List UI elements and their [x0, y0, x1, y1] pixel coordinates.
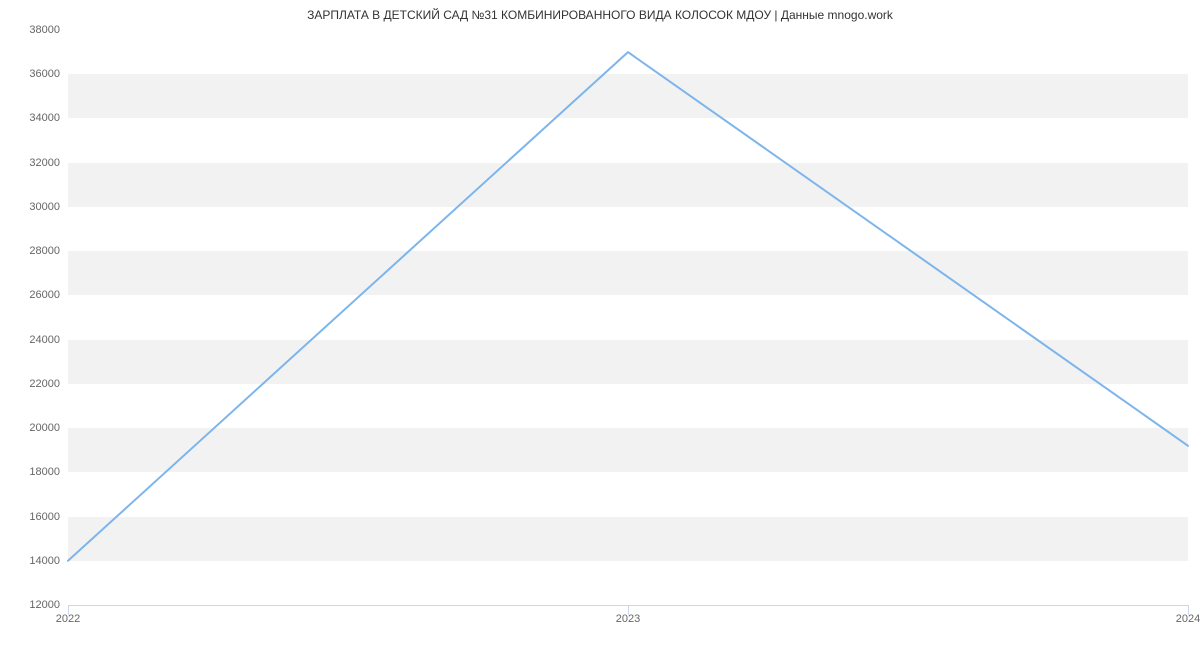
x-tick-label: 2023	[616, 613, 640, 625]
series-line	[68, 52, 1188, 561]
y-tick-label: 20000	[29, 422, 60, 434]
y-tick-label: 18000	[29, 466, 60, 478]
y-tick-label: 26000	[29, 289, 60, 301]
series-svg	[68, 30, 1188, 605]
y-tick-label: 24000	[29, 334, 60, 346]
y-tick-label: 14000	[29, 555, 60, 567]
x-tick-label: 2024	[1176, 613, 1200, 625]
y-tick-label: 38000	[29, 24, 60, 36]
chart-title: ЗАРПЛАТА В ДЕТСКИЙ САД №31 КОМБИНИРОВАНН…	[0, 8, 1200, 22]
y-tick-label: 12000	[29, 599, 60, 611]
y-tick-label: 34000	[29, 112, 60, 124]
y-tick-label: 32000	[29, 157, 60, 169]
y-tick-label: 16000	[29, 511, 60, 523]
y-tick-label: 36000	[29, 68, 60, 80]
y-tick-label: 22000	[29, 378, 60, 390]
y-tick-label: 28000	[29, 245, 60, 257]
x-tick-label: 2022	[56, 613, 80, 625]
plot-area: 1200014000160001800020000220002400026000…	[68, 30, 1188, 605]
salary-line-chart: ЗАРПЛАТА В ДЕТСКИЙ САД №31 КОМБИНИРОВАНН…	[0, 0, 1200, 650]
y-tick-label: 30000	[29, 201, 60, 213]
